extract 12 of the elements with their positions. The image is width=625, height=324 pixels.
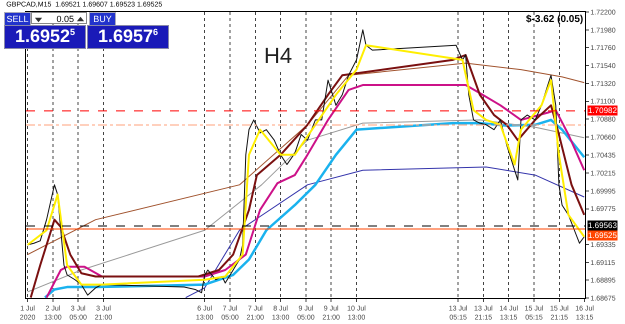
annotation: BUY [89, 12, 116, 26]
ref-line-label: 1.70982 [588, 106, 618, 115]
ref-line-label: 1.69525 [588, 231, 618, 240]
annotation: 1.6957$^{6}$ [98, 26, 158, 46]
annotation: H4 [264, 43, 292, 68]
annotation: $-3.62 (0.05) [526, 14, 584, 25]
line-series [185, 166, 585, 298]
annotation: 0.05 [31, 12, 87, 24]
line-series [27, 62, 585, 256]
annotation: 1.6952$^{5}$ [14, 26, 76, 46]
ref-line-label: 1.69563 [588, 221, 618, 230]
annotation: SELL [4, 12, 31, 26]
